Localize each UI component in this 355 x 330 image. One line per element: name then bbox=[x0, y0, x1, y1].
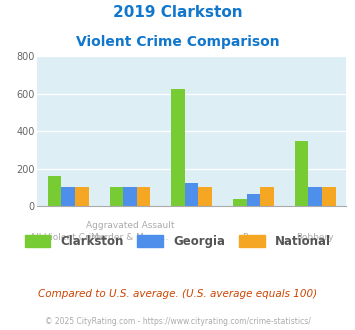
Bar bbox=[171, 89, 185, 206]
Bar bbox=[295, 141, 308, 206]
Text: 2019 Clarkston: 2019 Clarkston bbox=[113, 5, 242, 20]
Bar bbox=[110, 187, 123, 206]
Text: Rape: Rape bbox=[242, 233, 265, 242]
Bar bbox=[123, 187, 137, 206]
Bar bbox=[48, 176, 61, 206]
Text: All Violent Crime: All Violent Crime bbox=[30, 233, 106, 242]
Bar bbox=[233, 199, 247, 206]
Text: © 2025 CityRating.com - https://www.cityrating.com/crime-statistics/: © 2025 CityRating.com - https://www.city… bbox=[45, 317, 310, 326]
Bar bbox=[322, 186, 335, 206]
Bar bbox=[75, 186, 88, 206]
Bar bbox=[198, 186, 212, 206]
Text: Robbery: Robbery bbox=[296, 233, 334, 242]
Text: Violent Crime Comparison: Violent Crime Comparison bbox=[76, 35, 279, 49]
Bar bbox=[61, 187, 75, 206]
Legend: Clarkston, Georgia, National: Clarkston, Georgia, National bbox=[20, 231, 335, 253]
Text: Aggravated Assault: Aggravated Assault bbox=[86, 221, 174, 230]
Bar bbox=[137, 186, 150, 206]
Bar bbox=[308, 187, 322, 206]
Text: Compared to U.S. average. (U.S. average equals 100): Compared to U.S. average. (U.S. average … bbox=[38, 289, 317, 299]
Text: Murder & Mans...: Murder & Mans... bbox=[91, 233, 169, 242]
Bar bbox=[260, 186, 274, 206]
Bar bbox=[247, 194, 260, 206]
Bar bbox=[185, 183, 198, 206]
